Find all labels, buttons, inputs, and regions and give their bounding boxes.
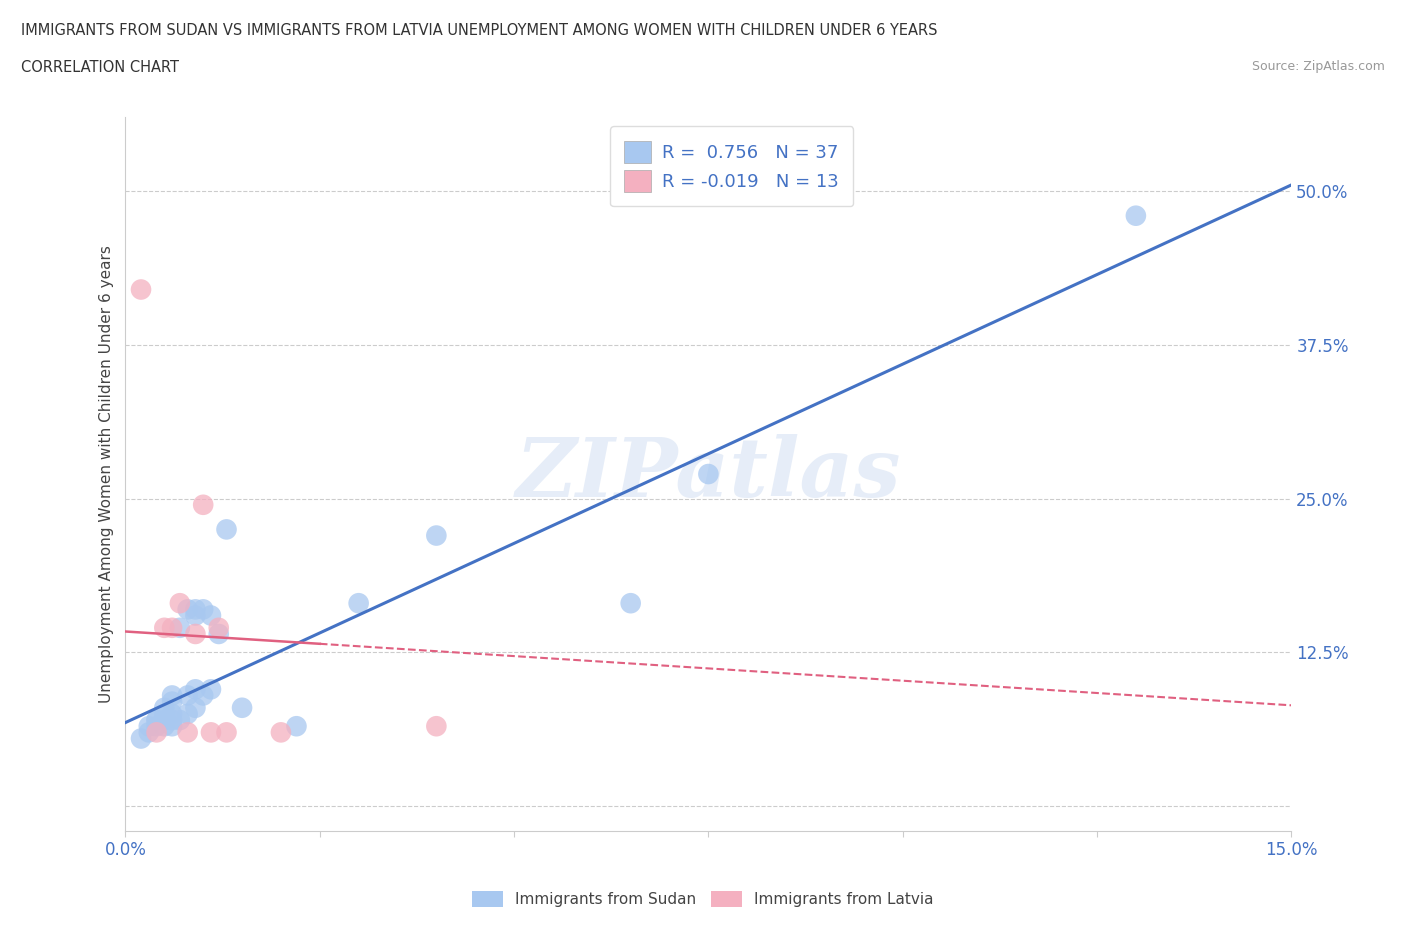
Point: [145, 719, 167, 734]
Point: [184, 627, 207, 642]
Point: [160, 712, 183, 727]
Point: [145, 712, 167, 727]
Point: [184, 602, 207, 617]
Point: [184, 608, 207, 623]
Point: [153, 620, 176, 635]
Point: [176, 688, 198, 703]
Point: [160, 688, 183, 703]
Point: [184, 700, 207, 715]
Point: [129, 731, 152, 746]
Point: [160, 694, 183, 709]
Legend: Immigrants from Sudan, Immigrants from Latvia: Immigrants from Sudan, Immigrants from L…: [467, 884, 939, 913]
Point: [176, 707, 198, 722]
Point: [270, 724, 292, 739]
Point: [215, 724, 238, 739]
Point: [697, 467, 720, 482]
Point: [231, 700, 253, 715]
Point: [425, 719, 447, 734]
Point: [169, 712, 191, 727]
Point: [193, 498, 215, 512]
Point: [620, 596, 643, 611]
Point: [138, 724, 160, 739]
Point: [215, 522, 238, 537]
Point: [425, 528, 447, 543]
Point: [200, 724, 222, 739]
Point: [200, 682, 222, 697]
Y-axis label: Unemployment Among Women with Children Under 6 years: Unemployment Among Women with Children U…: [100, 246, 114, 703]
Point: [347, 596, 370, 611]
Text: IMMIGRANTS FROM SUDAN VS IMMIGRANTS FROM LATVIA UNEMPLOYMENT AMONG WOMEN WITH CH: IMMIGRANTS FROM SUDAN VS IMMIGRANTS FROM…: [21, 23, 938, 38]
Point: [184, 682, 207, 697]
Point: [145, 724, 167, 739]
Point: [169, 620, 191, 635]
Point: [285, 719, 308, 734]
Point: [153, 719, 176, 734]
Point: [138, 719, 160, 734]
Point: [153, 700, 176, 715]
Point: [160, 707, 183, 722]
Legend: R =  0.756   N = 37, R = -0.019   N = 13: R = 0.756 N = 37, R = -0.019 N = 13: [610, 126, 853, 206]
Point: [153, 712, 176, 727]
Point: [160, 620, 183, 635]
Text: ZIPatlas: ZIPatlas: [516, 434, 901, 514]
Text: CORRELATION CHART: CORRELATION CHART: [21, 60, 179, 75]
Point: [160, 719, 183, 734]
Point: [1125, 208, 1147, 223]
Point: [208, 627, 231, 642]
Point: [145, 712, 167, 727]
Point: [169, 596, 191, 611]
Point: [176, 724, 198, 739]
Point: [193, 602, 215, 617]
Point: [200, 608, 222, 623]
Point: [129, 282, 152, 297]
Point: [153, 707, 176, 722]
Point: [176, 602, 198, 617]
Point: [193, 688, 215, 703]
Text: Source: ZipAtlas.com: Source: ZipAtlas.com: [1251, 60, 1385, 73]
Point: [208, 620, 231, 635]
